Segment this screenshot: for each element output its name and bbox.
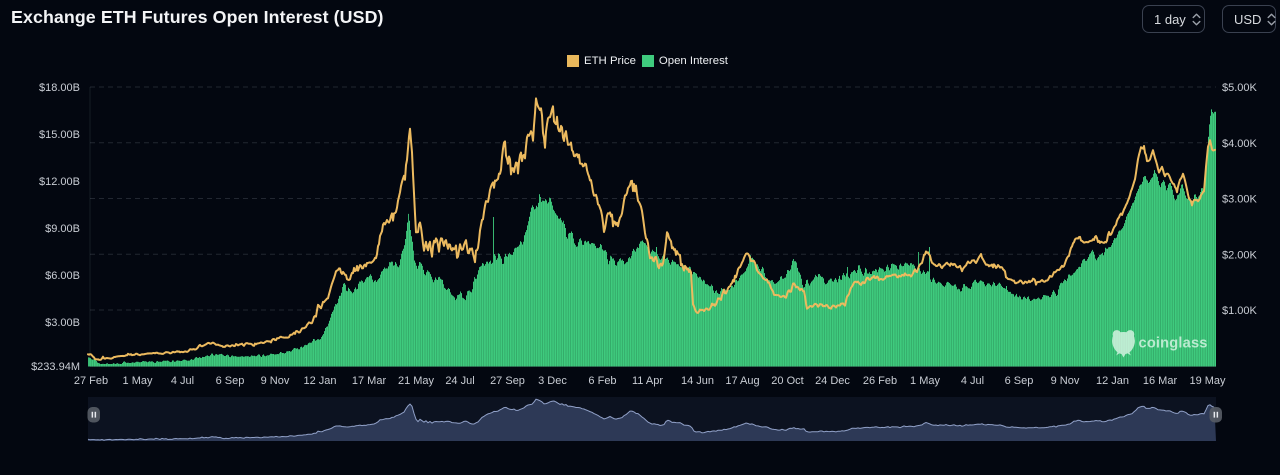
svg-text:$4.00K: $4.00K	[1222, 138, 1258, 150]
svg-text:1 May: 1 May	[910, 375, 940, 387]
svg-text:17 Aug: 17 Aug	[725, 375, 759, 387]
svg-text:$5.00K: $5.00K	[1222, 82, 1258, 94]
svg-text:$9.00B: $9.00B	[45, 223, 80, 235]
svg-text:24 Dec: 24 Dec	[815, 375, 850, 387]
svg-text:17 Mar: 17 Mar	[352, 375, 387, 387]
svg-text:$1.00K: $1.00K	[1222, 305, 1258, 317]
svg-text:$18.00B: $18.00B	[39, 82, 80, 94]
svg-text:6 Sep: 6 Sep	[216, 375, 245, 387]
svg-text:4 Jul: 4 Jul	[961, 375, 984, 387]
svg-text:$2.00K: $2.00K	[1222, 249, 1258, 261]
svg-text:coinglass: coinglass	[1139, 336, 1208, 352]
svg-text:24 Jul: 24 Jul	[445, 375, 474, 387]
svg-text:9 Nov: 9 Nov	[261, 375, 290, 387]
svg-text:27 Feb: 27 Feb	[74, 375, 108, 387]
svg-text:9 Nov: 9 Nov	[1051, 375, 1080, 387]
svg-text:3 Dec: 3 Dec	[538, 375, 567, 387]
svg-text:6 Feb: 6 Feb	[588, 375, 616, 387]
svg-text:$3.00B: $3.00B	[45, 317, 80, 329]
svg-text:6 Sep: 6 Sep	[1005, 375, 1034, 387]
svg-text:$6.00B: $6.00B	[45, 270, 80, 282]
svg-text:26 Feb: 26 Feb	[863, 375, 897, 387]
svg-text:19 May: 19 May	[1189, 375, 1226, 387]
svg-text:$3.00K: $3.00K	[1222, 194, 1258, 206]
svg-text:12 Jan: 12 Jan	[303, 375, 336, 387]
svg-text:1 May: 1 May	[123, 375, 153, 387]
svg-text:11 Apr: 11 Apr	[632, 375, 663, 387]
svg-text:16 Mar: 16 Mar	[1143, 375, 1178, 387]
svg-text:$15.00B: $15.00B	[39, 129, 80, 141]
svg-text:21 May: 21 May	[398, 375, 435, 387]
svg-text:27 Sep: 27 Sep	[490, 375, 525, 387]
svg-text:4 Jul: 4 Jul	[171, 375, 194, 387]
svg-text:20 Oct: 20 Oct	[771, 375, 803, 387]
svg-text:12 Jan: 12 Jan	[1096, 375, 1129, 387]
svg-text:$12.00B: $12.00B	[39, 176, 80, 188]
svg-text:$233.94M: $233.94M	[31, 361, 80, 373]
svg-text:14 Jun: 14 Jun	[681, 375, 714, 387]
